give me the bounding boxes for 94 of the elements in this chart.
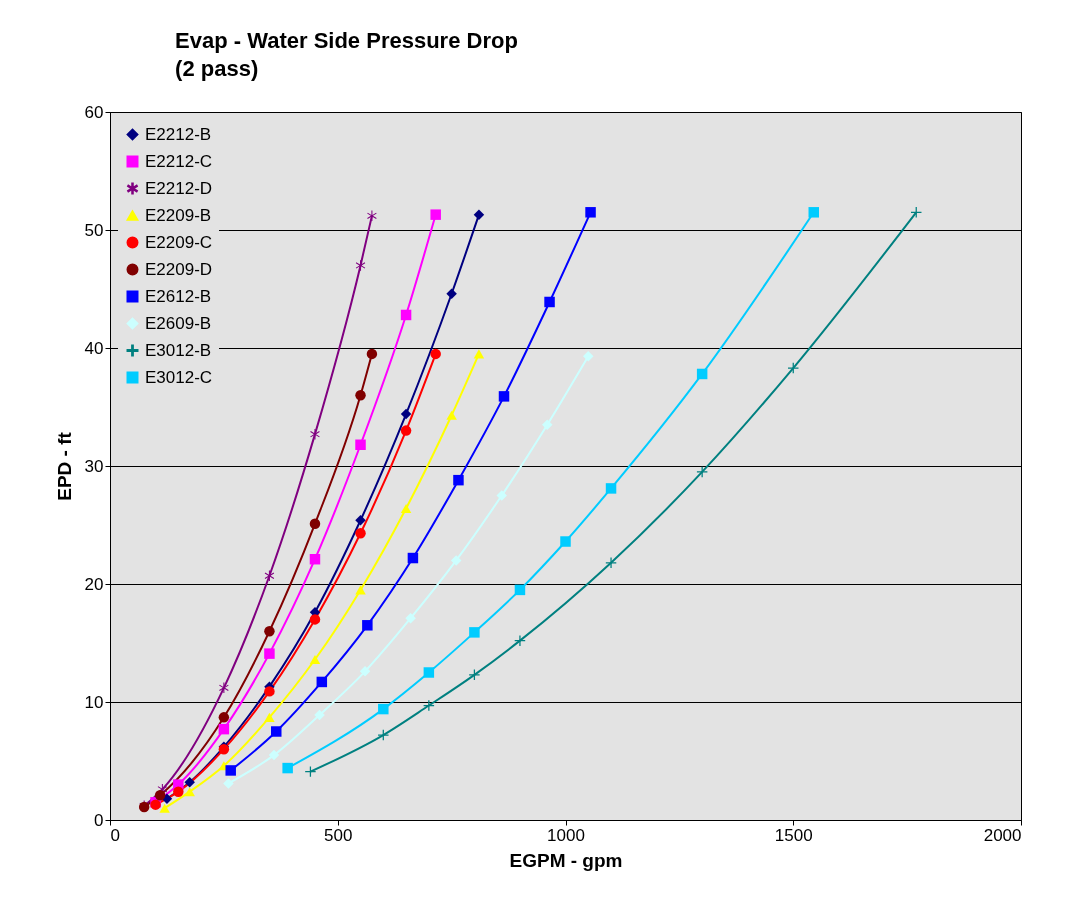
- chart-subtitle: (2 pass): [175, 56, 259, 81]
- point: [154, 789, 166, 801]
- point: [218, 712, 230, 723]
- point: [514, 584, 526, 596]
- point: [696, 466, 708, 478]
- point: [446, 288, 457, 299]
- point: [184, 777, 195, 788]
- point: [605, 557, 617, 568]
- legend-label: E2209-C: [145, 232, 213, 252]
- point: [310, 428, 320, 440]
- legend-label: E2209-D: [145, 259, 213, 279]
- point: [542, 419, 553, 430]
- x-tick-label: 0: [110, 825, 120, 845]
- point: [264, 570, 275, 581]
- point: [560, 536, 571, 547]
- point: [218, 723, 230, 735]
- point: [469, 627, 480, 638]
- point: [309, 614, 321, 625]
- point: [359, 666, 371, 677]
- y-tick-label: 60: [84, 102, 104, 122]
- point: [309, 654, 321, 665]
- point: [173, 786, 184, 797]
- point: [514, 635, 526, 646]
- point: [808, 207, 819, 218]
- point: [400, 425, 412, 436]
- point: [496, 490, 507, 501]
- point: [400, 408, 412, 420]
- y-tick-label: 10: [84, 692, 104, 712]
- x-tick-label: 1000: [547, 825, 585, 845]
- point: [450, 555, 462, 566]
- point: [271, 726, 282, 737]
- x-tick-label: 2000: [983, 825, 1022, 845]
- point: [400, 309, 412, 321]
- point: [282, 762, 293, 774]
- point: [184, 787, 195, 797]
- point: [366, 348, 378, 360]
- point: [264, 686, 275, 697]
- point: [407, 552, 419, 564]
- point: [585, 207, 596, 218]
- point: [378, 729, 389, 741]
- point: [355, 260, 366, 271]
- point: [223, 778, 234, 789]
- point: [453, 474, 464, 486]
- point: [219, 682, 229, 694]
- point: [355, 439, 366, 450]
- point: [788, 362, 799, 374]
- point: [225, 765, 236, 776]
- y-tick-label: 40: [84, 338, 104, 358]
- point: [355, 585, 366, 595]
- point: [309, 518, 321, 530]
- legend-label: E2209-B: [145, 205, 212, 225]
- point: [355, 515, 366, 526]
- point: [367, 210, 377, 222]
- legend-label: E3012-B: [145, 340, 212, 360]
- point: [309, 553, 321, 565]
- point: [400, 503, 412, 514]
- point: [498, 391, 510, 402]
- point: [362, 620, 373, 631]
- y-tick-label: 0: [94, 810, 104, 830]
- legend-label: E2212-D: [145, 178, 213, 198]
- point: [544, 296, 555, 308]
- point: [423, 667, 435, 678]
- point: [473, 349, 485, 359]
- point: [696, 368, 708, 380]
- point: [264, 712, 275, 722]
- point: [314, 709, 325, 721]
- legend-label: E2609-B: [145, 313, 212, 333]
- point: [405, 612, 416, 624]
- point: [605, 483, 617, 494]
- point: [355, 389, 366, 401]
- point: [430, 348, 441, 360]
- legend-label: E2212-C: [145, 151, 213, 171]
- point: [264, 648, 275, 659]
- x-tick-label: 500: [324, 825, 353, 845]
- y-tick-label: 30: [84, 456, 104, 476]
- y-tick-label: 50: [84, 220, 104, 240]
- y-tick-label: 20: [84, 574, 104, 594]
- chart-title: Evap - Water Side Pressure Drop: [175, 28, 518, 53]
- point: [446, 410, 457, 420]
- point: [268, 749, 280, 761]
- legend-label: E2212-B: [145, 124, 212, 144]
- point: [473, 209, 485, 220]
- point: [355, 528, 366, 539]
- legend-label: E3012-C: [145, 367, 213, 387]
- x-axis-title: EGPM - gpm: [509, 849, 623, 871]
- point: [316, 676, 328, 688]
- x-tick-label: 1500: [774, 825, 813, 845]
- point: [264, 625, 275, 637]
- point: [378, 703, 389, 715]
- point: [159, 803, 170, 813]
- y-axis-title: EPD - ft: [53, 431, 75, 501]
- legend-label: E2612-B: [145, 286, 212, 306]
- point: [583, 351, 594, 362]
- point: [430, 209, 441, 220]
